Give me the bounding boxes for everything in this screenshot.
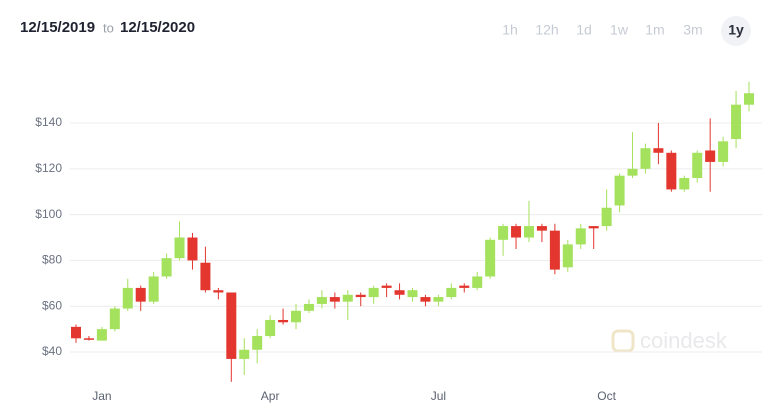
y-tick-label: $80 bbox=[42, 253, 62, 267]
timeframe-label[interactable]: 1d bbox=[576, 22, 592, 38]
timeframe-button[interactable]: 1h bbox=[502, 22, 518, 38]
candle-body bbox=[278, 319, 289, 323]
candle-body bbox=[472, 276, 483, 288]
x-tick-label: Jul bbox=[431, 389, 446, 403]
timeframe-label[interactable]: 1m bbox=[645, 22, 664, 38]
candle-body bbox=[83, 338, 94, 340]
timeframe-button[interactable]: 12h bbox=[535, 22, 558, 38]
candle-body bbox=[226, 292, 237, 359]
candle-body bbox=[291, 310, 302, 323]
candle-body bbox=[705, 150, 716, 162]
candle-body bbox=[329, 297, 340, 302]
x-tick-label: Apr bbox=[261, 389, 280, 403]
candle-body bbox=[342, 294, 353, 302]
y-tick-label: $100 bbox=[35, 207, 62, 221]
timeframe-button[interactable]: 3m bbox=[683, 22, 702, 38]
x-tick-label: Oct bbox=[597, 389, 616, 403]
candle-body bbox=[239, 349, 250, 359]
candle-body bbox=[71, 326, 81, 339]
candle-body bbox=[161, 258, 172, 277]
candle-body bbox=[303, 303, 314, 311]
candle-body bbox=[614, 175, 625, 206]
candle-body bbox=[420, 297, 431, 302]
candle-body bbox=[536, 226, 547, 231]
candle-body bbox=[588, 226, 599, 229]
candle-body bbox=[744, 93, 754, 105]
x-tick-label: Jan bbox=[92, 389, 111, 403]
range-separator: to bbox=[103, 20, 114, 35]
timeframe-label[interactable]: 12h bbox=[535, 22, 558, 38]
candle-body bbox=[187, 237, 198, 261]
candle-body bbox=[601, 207, 612, 227]
candle-body bbox=[174, 237, 185, 259]
candle-body bbox=[692, 152, 703, 178]
candle-body bbox=[148, 276, 159, 302]
candle-body bbox=[575, 228, 586, 245]
candle-body bbox=[498, 226, 509, 240]
candle-body bbox=[394, 290, 405, 295]
timeframe-button[interactable]: 1w bbox=[610, 22, 629, 38]
timeframe-label[interactable]: 3m bbox=[683, 22, 702, 38]
timeframe-label[interactable]: 1h bbox=[502, 22, 518, 38]
candle-body bbox=[265, 319, 276, 337]
candle-body bbox=[446, 287, 457, 298]
timeframe-button[interactable]: 1y bbox=[721, 16, 751, 46]
candle-body bbox=[96, 329, 107, 341]
candle-body bbox=[523, 226, 534, 238]
candle-body bbox=[459, 285, 470, 288]
candle-body bbox=[122, 287, 133, 309]
watermark-icon bbox=[611, 329, 635, 353]
candle-body bbox=[679, 177, 690, 190]
candle-body bbox=[316, 297, 327, 304]
candle-body bbox=[562, 244, 573, 268]
watermark-text: coindesk bbox=[640, 328, 728, 353]
range-start: 12/15/2019 bbox=[20, 19, 95, 36]
candle-body bbox=[200, 262, 211, 291]
candle-body bbox=[549, 230, 560, 270]
timeframe-button[interactable]: 1d bbox=[576, 22, 592, 38]
range-end: 12/15/2020 bbox=[120, 19, 195, 36]
candle-body bbox=[718, 141, 729, 162]
candle-body bbox=[381, 285, 392, 288]
candle-body bbox=[407, 290, 418, 298]
candle-body bbox=[433, 297, 444, 302]
candle-body bbox=[653, 148, 664, 153]
timeframe-label[interactable]: 1y bbox=[728, 22, 744, 38]
timeframe-button[interactable]: 1m bbox=[645, 22, 664, 38]
candle-body bbox=[627, 168, 638, 176]
candle-body bbox=[511, 226, 522, 238]
candle-body bbox=[355, 294, 366, 298]
timeframe-active-bg bbox=[721, 16, 751, 46]
y-tick-label: $60 bbox=[42, 298, 62, 312]
candle-body bbox=[666, 152, 677, 190]
candle-body bbox=[485, 239, 496, 277]
timeframe-label[interactable]: 1w bbox=[610, 22, 629, 38]
y-tick-label: $40 bbox=[42, 344, 62, 358]
candle-body bbox=[252, 336, 263, 350]
candle-body bbox=[213, 290, 224, 293]
candle-body bbox=[135, 287, 146, 302]
y-tick-label: $120 bbox=[35, 161, 62, 175]
watermark: coindesk bbox=[611, 328, 728, 353]
candle-body bbox=[640, 148, 651, 169]
candle-body bbox=[731, 104, 742, 140]
y-tick-label: $140 bbox=[35, 115, 62, 129]
candle-body bbox=[368, 287, 379, 298]
candle-body bbox=[109, 308, 120, 330]
